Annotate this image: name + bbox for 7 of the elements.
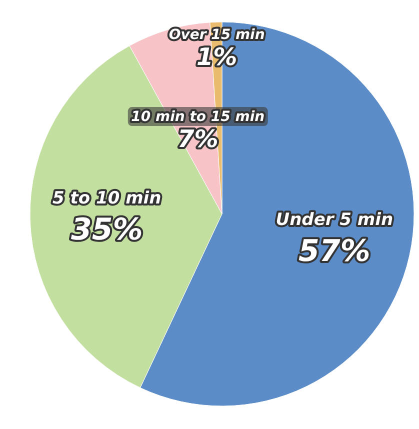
slice-label: 10 min to 15 min	[131, 109, 265, 126]
slice-label: Under 5 min	[276, 210, 394, 230]
data-label: 7%	[178, 125, 218, 154]
slice-label: 5 to 10 min	[52, 188, 162, 209]
data-label: 35%	[70, 212, 143, 248]
data-label: 1%	[196, 42, 238, 71]
data-label: 57%	[298, 234, 370, 270]
